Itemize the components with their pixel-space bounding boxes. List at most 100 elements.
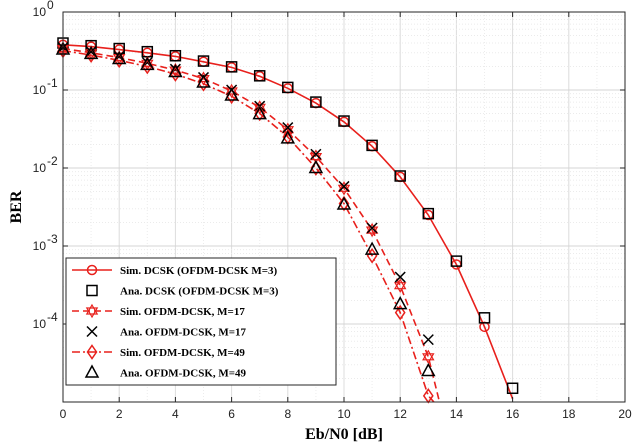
y-tick-exponent: -3 [47, 232, 58, 246]
x-tick-label: 14 [450, 407, 464, 421]
marker-x [282, 122, 294, 134]
marker-triangle [392, 296, 408, 310]
y-axis-title: BER [8, 190, 25, 223]
legend-label: Sim. DCSK (OFDM-DCSK M=3) [120, 265, 278, 277]
marker-triangle [140, 56, 155, 71]
marker-triangle [224, 87, 239, 101]
marker-square [394, 170, 406, 182]
marker-triangle [252, 106, 267, 120]
marker-hexagram-up [365, 222, 379, 234]
marker-hexagram [85, 303, 99, 319]
legend-label: Ana. OFDM-DCSK, M=49 [120, 368, 247, 380]
marker-triangle [336, 196, 352, 210]
legend-entry: Sim. DCSK (OFDM-DCSK M=3) [72, 264, 278, 277]
marker-hexagram-up [169, 62, 182, 74]
series [57, 37, 519, 395]
marker-square [506, 382, 519, 395]
legend-label: Sim. OFDM-DCSK, M=49 [120, 347, 245, 359]
marker-square [338, 115, 350, 127]
marker-square [478, 312, 491, 324]
marker-x [86, 325, 98, 338]
y-tick-exponent: -1 [47, 76, 58, 90]
y-tick-label: 10 [33, 317, 47, 331]
legend: Sim. DCSK (OFDM-DCSK M=3) Ana. DCSK (OFDM… [65, 257, 337, 386]
marker-diamond [254, 105, 266, 122]
series-line [62, 49, 435, 403]
marker-hexagram-up [225, 83, 238, 95]
x-tick-label: 6 [228, 407, 235, 421]
marker-square [366, 139, 378, 152]
marker-triangle [280, 130, 296, 144]
marker-hexagram-up [337, 181, 351, 192]
marker-hexagram-down [422, 353, 435, 364]
x-tick-label: 18 [562, 407, 576, 421]
marker-triangle [111, 50, 127, 65]
marker-square [86, 284, 98, 297]
x-tick-label: 10 [337, 407, 351, 421]
legend-label: Sim. OFDM-DCSK, M=17 [120, 306, 245, 318]
marker-square [253, 70, 266, 82]
y-tick-label: 10 [33, 5, 47, 19]
marker-hexagram [393, 278, 407, 293]
marker-hexagram [422, 349, 435, 364]
x-tick-label: 4 [172, 407, 179, 421]
series-layer [55, 37, 519, 404]
x-axis-title: Eb/N0 [dB] [305, 426, 383, 443]
legend-entry: Sim. OFDM-DCSK, M=17 [72, 303, 245, 319]
marker-hexagram-up [309, 149, 323, 161]
marker-hexagram-down [85, 307, 99, 319]
marker-hexagram-up [253, 100, 266, 111]
marker-x [310, 148, 322, 160]
marker-triangle [364, 241, 380, 255]
x-tick-label: 8 [284, 407, 291, 421]
legend-label: Ana. OFDM-DCSK, M=17 [120, 327, 247, 339]
y-tick-label: 10 [33, 83, 47, 97]
marker-diamond [394, 304, 406, 321]
marker-square [422, 207, 435, 220]
marker-x [366, 222, 378, 234]
marker-x [338, 180, 350, 192]
legend-entry: Ana. OFDM-DCSK, M=49 [84, 364, 247, 380]
marker-hexagram-up [422, 349, 435, 361]
series-line [62, 44, 514, 400]
marker-hexagram-down [393, 282, 407, 293]
marker-square [225, 61, 238, 73]
legend-box [65, 257, 337, 386]
y-tick-label: 10 [33, 239, 47, 253]
marker-triangle [84, 364, 100, 378]
legend-label: Ana. DCSK (OFDM-DCSK M=3) [120, 286, 279, 298]
marker-square [282, 81, 294, 94]
marker-hexagram-up [197, 71, 210, 83]
marker-diamond [338, 195, 350, 212]
marker-triangle [168, 63, 183, 78]
y-tick-exponent: -4 [47, 310, 58, 324]
y-tick-exponent: 0 [47, 0, 54, 12]
marker-square [197, 55, 210, 67]
marker-x [422, 334, 434, 346]
marker-triangle [308, 159, 324, 174]
marker-square [169, 49, 182, 62]
x-tick-label: 16 [506, 407, 520, 421]
marker-triangle [196, 74, 211, 88]
legend-entry: Sim. OFDM-DCSK, M=49 [72, 344, 245, 360]
marker-triangle [421, 362, 436, 377]
legend-entry: Ana. DCSK (OFDM-DCSK M=3) [86, 284, 279, 298]
x-tick-label: 20 [618, 407, 632, 421]
marker-hexagram-up [85, 303, 99, 315]
marker-square [450, 255, 463, 267]
marker-circle [86, 264, 98, 276]
marker-square [310, 96, 322, 108]
marker-x [394, 271, 406, 283]
legend-entry: Ana. OFDM-DCSK, M=17 [86, 325, 247, 339]
series-line [62, 47, 441, 403]
marker-hexagram-up [393, 278, 407, 290]
marker-triangle [83, 45, 99, 60]
x-tick-label: 12 [394, 407, 408, 421]
y-tick-label: 10 [33, 161, 47, 175]
marker-diamond [86, 344, 98, 360]
x-tick-label: 2 [116, 407, 123, 421]
y-tick-exponent: -2 [47, 154, 58, 168]
x-tick-label: 0 [60, 407, 67, 421]
